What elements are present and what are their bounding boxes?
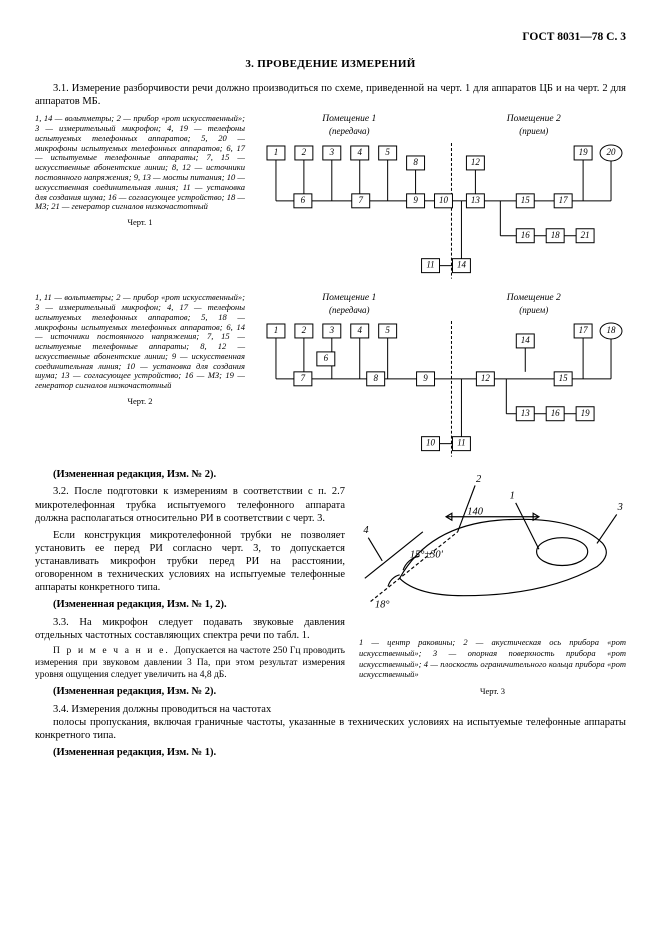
room2-title-2: Помещение 2	[507, 293, 561, 305]
room1-title-2: Помещение 1	[322, 293, 376, 305]
para-3-3: 3.3. На микрофон следует подавать звуков…	[35, 616, 345, 642]
room2-sub: (прием)	[507, 126, 561, 137]
svg-text:18: 18	[551, 229, 560, 239]
section-title: 3. ПРОВЕДЕНИЕ ИЗМЕРЕНИЙ	[35, 58, 626, 72]
svg-text:19: 19	[581, 408, 590, 418]
svg-text:3: 3	[329, 326, 335, 336]
svg-text:14: 14	[457, 259, 466, 269]
svg-text:11: 11	[457, 438, 465, 448]
svg-text:13: 13	[521, 408, 530, 418]
room2-title: Помещение 2	[507, 114, 561, 126]
svg-text:1: 1	[274, 326, 278, 336]
svg-text:2: 2	[476, 474, 481, 485]
lower-block: (Измененная редакция, Изм. № 2). 3.2. По…	[35, 468, 626, 715]
svg-text:10: 10	[439, 194, 448, 204]
room1-sub: (передача)	[322, 126, 376, 137]
figure-1-diagram: Помещение 1 (передача) Помещение 2 (прие…	[257, 114, 626, 283]
svg-text:4: 4	[357, 147, 362, 157]
svg-text:13: 13	[471, 194, 480, 204]
legend-1-text: 1, 14 — вольтметры; 2 — прибор «рот иску…	[35, 114, 245, 212]
svg-text:15: 15	[559, 373, 568, 383]
figure-3: 15°±30' 140 18° 1 2 3 4 1 — центр ракови…	[359, 468, 626, 715]
svg-text:2: 2	[302, 326, 307, 336]
diagram-1-svg: 1 2 3 4 5 8 12 19 20	[257, 141, 626, 281]
figure-3-label: Черт. 3	[359, 686, 626, 697]
svg-text:9: 9	[423, 373, 428, 383]
room1-sub-2: (передача)	[322, 305, 376, 316]
legend-2-text: 1, 11 — вольтметры; 2 — прибор «рот иску…	[35, 293, 245, 391]
diagram-2-svg: 1 2 3 4 5 6 14 17 18 7 8 9 12 15	[257, 319, 626, 459]
svg-text:21: 21	[581, 229, 590, 239]
izm-12: (Измененная редакция, Изм. № 1, 2).	[35, 598, 345, 611]
doc-header: ГОСТ 8031—78 С. 3	[35, 30, 626, 44]
note-label: П р и м е ч а н и е.	[53, 646, 174, 656]
svg-text:5: 5	[385, 326, 390, 336]
svg-text:16: 16	[551, 408, 560, 418]
svg-text:20: 20	[607, 147, 616, 157]
svg-text:11: 11	[426, 259, 434, 269]
svg-text:4: 4	[363, 525, 368, 536]
para-3-2a: 3.2. После подготовки к измерениям в соо…	[35, 485, 345, 524]
room1-title: Помещение 1	[322, 114, 376, 126]
d1-left-hang: 1 2 3 4 5	[267, 145, 397, 200]
para-3-1: 3.1. Измерение разборчивости речи должно…	[35, 82, 626, 108]
svg-text:7: 7	[358, 194, 363, 204]
izm-2a: (Измененная редакция, Изм. № 2).	[35, 468, 345, 481]
svg-text:14: 14	[521, 335, 530, 345]
d1-main: 6 7 9 10 13 15 17	[294, 193, 572, 207]
svg-text:12: 12	[471, 157, 480, 167]
svg-text:8: 8	[373, 373, 378, 383]
figure-1-label: Черт. 1	[35, 218, 245, 228]
figure-2-legend: 1, 11 — вольтметры; 2 — прибор «рот иску…	[35, 293, 245, 462]
svg-text:9: 9	[413, 194, 418, 204]
para-3-4-rest: полосы пропускания, включая граничные ча…	[35, 716, 626, 742]
svg-text:1: 1	[510, 491, 515, 502]
svg-text:6: 6	[301, 194, 306, 204]
svg-text:1: 1	[274, 147, 278, 157]
figure-1-legend: 1, 14 — вольтметры; 2 — прибор «рот иску…	[35, 114, 245, 283]
svg-text:19: 19	[579, 147, 588, 157]
svg-text:18: 18	[607, 326, 616, 336]
figure-2-label: Черт. 2	[35, 397, 245, 407]
figure-3-svg: 15°±30' 140 18° 1 2 3 4	[359, 468, 626, 631]
svg-text:7: 7	[301, 373, 306, 383]
figure-2-diagram: Помещение 1 (передача) Помещение 2 (прие…	[257, 293, 626, 462]
svg-text:8: 8	[413, 157, 418, 167]
room2-sub-2: (прием)	[507, 305, 561, 316]
svg-text:2: 2	[302, 147, 307, 157]
svg-text:15: 15	[521, 194, 530, 204]
svg-text:3: 3	[329, 147, 335, 157]
fig3-legend: 1 — центр раковины; 2 — акустическая ось…	[359, 637, 626, 680]
svg-text:16: 16	[521, 229, 530, 239]
izm-2b: (Измененная редакция, Изм. № 2).	[35, 685, 345, 698]
para-3-4-part1: 3.4. Измерения должны проводиться на час…	[35, 703, 345, 716]
svg-text:6: 6	[324, 353, 329, 363]
svg-text:17: 17	[559, 194, 568, 204]
svg-text:4: 4	[357, 326, 362, 336]
figure-1-block: 1, 14 — вольтметры; 2 — прибор «рот иску…	[35, 114, 626, 283]
svg-text:140: 140	[467, 507, 483, 518]
svg-text:18°: 18°	[375, 600, 390, 611]
svg-text:17: 17	[579, 326, 588, 336]
figure-2-block: 1, 11 — вольтметры; 2 — прибор «рот иску…	[35, 293, 626, 462]
svg-text:12: 12	[481, 373, 490, 383]
izm-1: (Измененная редакция, Изм. № 1).	[35, 746, 626, 759]
svg-text:3: 3	[617, 502, 623, 513]
text-column: (Измененная редакция, Изм. № 2). 3.2. По…	[35, 468, 345, 715]
svg-text:15°±30': 15°±30'	[410, 550, 444, 561]
note: П р и м е ч а н и е. Допускается на част…	[35, 646, 345, 682]
para-3-2b: Если конструкция микротелефонной трубки …	[35, 529, 345, 595]
svg-text:5: 5	[385, 147, 390, 157]
svg-text:10: 10	[426, 438, 435, 448]
